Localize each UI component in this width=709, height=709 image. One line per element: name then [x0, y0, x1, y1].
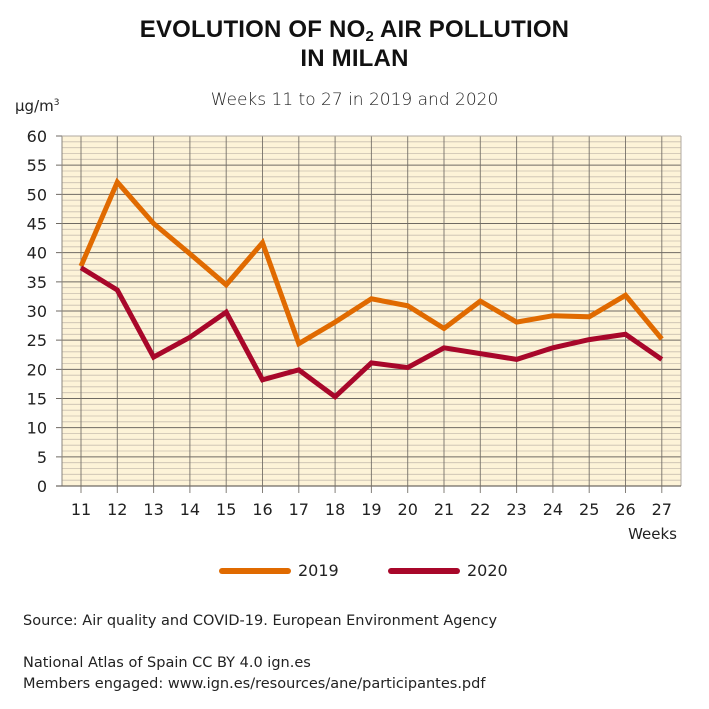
series-line-2020: [79, 265, 664, 401]
title-text-pre: EVOLUTION OF NO: [139, 16, 366, 43]
x-tick-label: 18: [325, 500, 345, 519]
x-tick-label: 22: [470, 500, 490, 519]
x-tick-label: 17: [289, 500, 309, 519]
x-axis-title: Weeks: [628, 525, 677, 543]
chart-title-line-2: IN MILAN: [300, 45, 409, 72]
members-credit: Members engaged: www.ign.es/resources/an…: [23, 676, 486, 692]
x-tick-label: 16: [252, 500, 272, 519]
y-tick-label: 0: [37, 477, 47, 496]
y-axis-unit-label: µg/m3: [15, 97, 59, 115]
x-tick-label: 14: [180, 500, 200, 519]
legend-swatch-2020: [388, 567, 460, 574]
x-tick-label: 21: [434, 500, 454, 519]
y-tick-label: 5: [37, 448, 47, 467]
legend-label-2019: 2019: [298, 561, 339, 580]
y-tick-label: 25: [27, 331, 47, 350]
chart-title-line-1: EVOLUTION OF NO2 AIR POLLUTION: [0, 16, 709, 44]
x-tick-label: 26: [615, 500, 635, 519]
title-subscript: 2: [365, 28, 374, 45]
unit-base: µg/m: [15, 97, 54, 115]
x-tick-label: 12: [107, 500, 127, 519]
atlas-credit: National Atlas of Spain CC BY 4.0 ign.es: [23, 655, 311, 671]
x-tick-labels: 11 12 13 14 15 16 17 18 19 20 21 22 23 24 25 26 27: [71, 500, 672, 519]
y-tick-label: 40: [27, 244, 47, 263]
legend-item-2020: 2020: [388, 561, 508, 580]
y-tick-label: 60: [27, 127, 47, 146]
y-tick-label: 45: [27, 215, 47, 234]
y-tick-label: 10: [27, 419, 47, 438]
y-tick-label: 35: [27, 273, 47, 292]
chart-subtitle: Weeks 11 to 27 in 2019 and 2020: [210, 90, 499, 110]
x-tick-label: 15: [216, 500, 236, 519]
y-tick-label: 55: [27, 156, 47, 175]
x-tick-label: 11: [71, 500, 91, 519]
x-tick-label: 25: [579, 500, 599, 519]
unit-superscript: 3: [53, 98, 60, 108]
x-tick-label: 13: [143, 500, 163, 519]
y-tick-label: 15: [27, 390, 47, 409]
series-line-2019: [78, 177, 664, 348]
x-tick-label: 24: [543, 500, 563, 519]
legend-item-2019: 2019: [219, 561, 339, 580]
legend: 2019 2020: [0, 561, 709, 585]
title-text-post: AIR POLLUTION: [373, 16, 570, 43]
axes: [56, 135, 682, 487]
y-tick-label: 30: [27, 302, 47, 321]
y-tick-label: 50: [27, 185, 47, 204]
x-tick-label: 23: [506, 500, 526, 519]
vertical-gridlines: [80, 136, 663, 493]
x-tick-label: 19: [361, 500, 381, 519]
x-tick-label: 20: [398, 500, 418, 519]
series-lines: [78, 177, 664, 401]
y-tick-labels: 0 5 10 15 20 25 30 35 40 45 50 55 60: [27, 127, 47, 496]
legend-label-2020: 2020: [467, 561, 508, 580]
y-tick-label: 20: [27, 360, 47, 379]
x-tick-label: 27: [652, 500, 672, 519]
legend-swatch-2019: [219, 567, 291, 574]
source-note: Source: Air quality and COVID-19. Europe…: [23, 613, 498, 629]
